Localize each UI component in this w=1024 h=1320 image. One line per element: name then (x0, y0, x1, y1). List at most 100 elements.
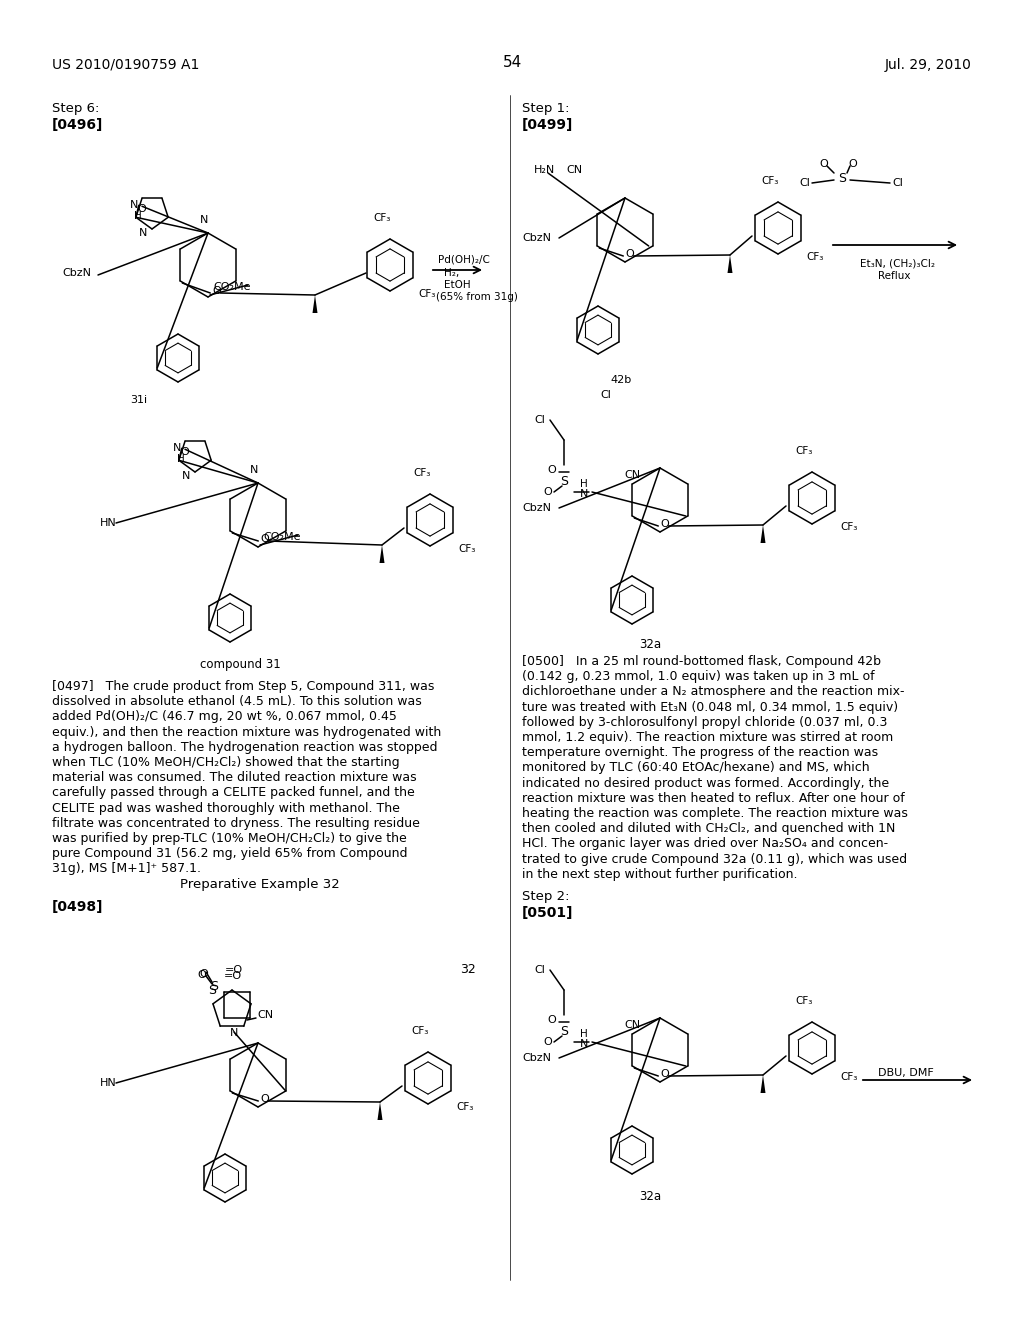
Text: CbzN: CbzN (62, 268, 91, 279)
Text: [0500]   In a 25 ml round-bottomed flask, Compound 42b: [0500] In a 25 ml round-bottomed flask, … (522, 655, 881, 668)
Text: O: O (544, 1038, 552, 1047)
Text: 32a: 32a (639, 638, 662, 651)
Text: dichloroethane under a N₂ atmosphere and the reaction mix-: dichloroethane under a N₂ atmosphere and… (522, 685, 904, 698)
Text: EtOH: EtOH (444, 280, 471, 290)
Text: HN: HN (100, 1078, 117, 1088)
Text: Step 1:: Step 1: (522, 102, 569, 115)
Text: 32: 32 (460, 964, 476, 975)
Text: CELITE pad was washed thoroughly with methanol. The: CELITE pad was washed thoroughly with me… (52, 801, 400, 814)
Text: CF₃: CF₃ (374, 213, 391, 223)
Text: added Pd(OH)₂/C (46.7 mg, 20 wt %, 0.067 mmol, 0.45: added Pd(OH)₂/C (46.7 mg, 20 wt %, 0.067… (52, 710, 397, 723)
Text: CF₃: CF₃ (840, 521, 857, 532)
Text: [0497]   The crude product from Step 5, Compound 311, was: [0497] The crude product from Step 5, Co… (52, 680, 434, 693)
Text: =O: =O (225, 965, 243, 975)
Text: CF₃: CF₃ (806, 252, 823, 261)
Polygon shape (761, 525, 766, 543)
Text: CF₃: CF₃ (796, 446, 813, 455)
Polygon shape (761, 1074, 766, 1093)
Text: when TLC (10% MeOH/CH₂Cl₂) showed that the starting: when TLC (10% MeOH/CH₂Cl₂) showed that t… (52, 756, 399, 770)
Text: CN: CN (257, 1010, 273, 1020)
Text: DBU, DMF: DBU, DMF (878, 1068, 934, 1078)
Text: CF₃: CF₃ (458, 544, 475, 554)
Polygon shape (312, 294, 317, 313)
Text: Pd(OH)₂/C: Pd(OH)₂/C (438, 255, 489, 265)
Text: O: O (547, 1015, 556, 1026)
Text: [0496]: [0496] (52, 117, 103, 132)
Text: CF₃: CF₃ (418, 289, 435, 300)
Polygon shape (378, 1102, 383, 1119)
Text: (0.142 g, 0.23 mmol, 1.0 equiv) was taken up in 3 mL of: (0.142 g, 0.23 mmol, 1.0 equiv) was take… (522, 671, 874, 684)
Text: O: O (198, 970, 207, 979)
Text: Cl: Cl (799, 178, 810, 187)
Text: O: O (260, 1094, 269, 1104)
Text: S: S (560, 475, 568, 488)
Text: O: O (260, 535, 269, 544)
Text: CF₃: CF₃ (456, 1102, 473, 1111)
Text: in the next step without further purification.: in the next step without further purific… (522, 867, 798, 880)
Text: H: H (177, 454, 185, 465)
Text: H: H (580, 479, 588, 488)
Text: O: O (660, 1069, 669, 1078)
Text: H: H (134, 211, 142, 220)
Text: O: O (138, 205, 146, 214)
Polygon shape (380, 545, 384, 564)
Text: N: N (173, 444, 181, 453)
Text: N: N (182, 471, 190, 480)
Text: [0498]: [0498] (52, 900, 103, 913)
Text: CN: CN (566, 165, 582, 176)
Text: followed by 3-chlorosulfonyl propyl chloride (0.037 ml, 0.3: followed by 3-chlorosulfonyl propyl chlo… (522, 715, 888, 729)
Text: O: O (848, 158, 857, 169)
Text: CO₂Me: CO₂Me (213, 282, 251, 292)
Text: 31i: 31i (130, 395, 147, 405)
Text: CN: CN (624, 1020, 640, 1030)
Text: filtrate was concentrated to dryness. The resulting residue: filtrate was concentrated to dryness. Th… (52, 817, 420, 830)
Text: S: S (560, 1026, 568, 1038)
Text: S: S (208, 983, 216, 997)
Text: N: N (200, 215, 208, 224)
Text: CbzN: CbzN (522, 1053, 551, 1063)
Text: S: S (210, 979, 218, 993)
Text: CO₂Me: CO₂Me (263, 532, 300, 543)
Text: a hydrogen balloon. The hydrogenation reaction was stopped: a hydrogen balloon. The hydrogenation re… (52, 741, 437, 754)
Text: H: H (580, 1030, 588, 1039)
Text: N: N (229, 1028, 239, 1038)
Text: Cl: Cl (600, 389, 611, 400)
Text: O: O (212, 286, 221, 296)
Text: Cl: Cl (534, 965, 545, 975)
Text: S: S (838, 172, 846, 185)
Text: CF₃: CF₃ (761, 176, 778, 186)
Text: 31g), MS [M+1]⁺ 587.1.: 31g), MS [M+1]⁺ 587.1. (52, 862, 201, 875)
Text: N: N (580, 488, 589, 499)
Text: pure Compound 31 (56.2 mg, yield 65% from Compound: pure Compound 31 (56.2 mg, yield 65% fro… (52, 847, 408, 861)
Text: N: N (130, 201, 138, 210)
Text: H₂N: H₂N (534, 165, 555, 176)
Text: indicated no desired product was formed. Accordingly, the: indicated no desired product was formed.… (522, 776, 889, 789)
Text: O: O (547, 465, 556, 475)
Text: compound 31: compound 31 (200, 657, 281, 671)
Text: N: N (250, 465, 258, 475)
Text: CF₃: CF₃ (840, 1072, 857, 1082)
Text: [0501]: [0501] (522, 906, 573, 920)
Text: dissolved in absolute ethanol (4.5 mL). To this solution was: dissolved in absolute ethanol (4.5 mL). … (52, 696, 422, 709)
Text: CF₃: CF₃ (412, 1026, 429, 1036)
Text: CN: CN (624, 470, 640, 480)
Text: O: O (626, 249, 634, 259)
Text: Step 6:: Step 6: (52, 102, 99, 115)
Text: (65% from 31g): (65% from 31g) (436, 292, 518, 302)
Text: Reflux: Reflux (878, 271, 910, 281)
Text: Et₃N, (CH₂)₃Cl₂: Et₃N, (CH₂)₃Cl₂ (860, 257, 935, 268)
Text: Step 2:: Step 2: (522, 890, 569, 903)
Text: CbzN: CbzN (522, 503, 551, 513)
Text: trated to give crude Compound 32a (0.11 g), which was used: trated to give crude Compound 32a (0.11 … (522, 853, 907, 866)
Text: HCl. The organic layer was dried over Na₂SO₄ and concen-: HCl. The organic layer was dried over Na… (522, 837, 888, 850)
Text: O: O (819, 158, 828, 169)
Text: US 2010/0190759 A1: US 2010/0190759 A1 (52, 58, 200, 73)
Text: O: O (660, 519, 669, 529)
Text: O: O (200, 969, 208, 979)
Text: 32a: 32a (639, 1191, 662, 1203)
Text: 54: 54 (503, 55, 521, 70)
Text: carefully passed through a CELITE packed funnel, and the: carefully passed through a CELITE packed… (52, 787, 415, 800)
Text: mmol, 1.2 equiv). The reaction mixture was stirred at room: mmol, 1.2 equiv). The reaction mixture w… (522, 731, 893, 744)
Text: Cl: Cl (534, 414, 545, 425)
Text: temperature overnight. The progress of the reaction was: temperature overnight. The progress of t… (522, 746, 879, 759)
